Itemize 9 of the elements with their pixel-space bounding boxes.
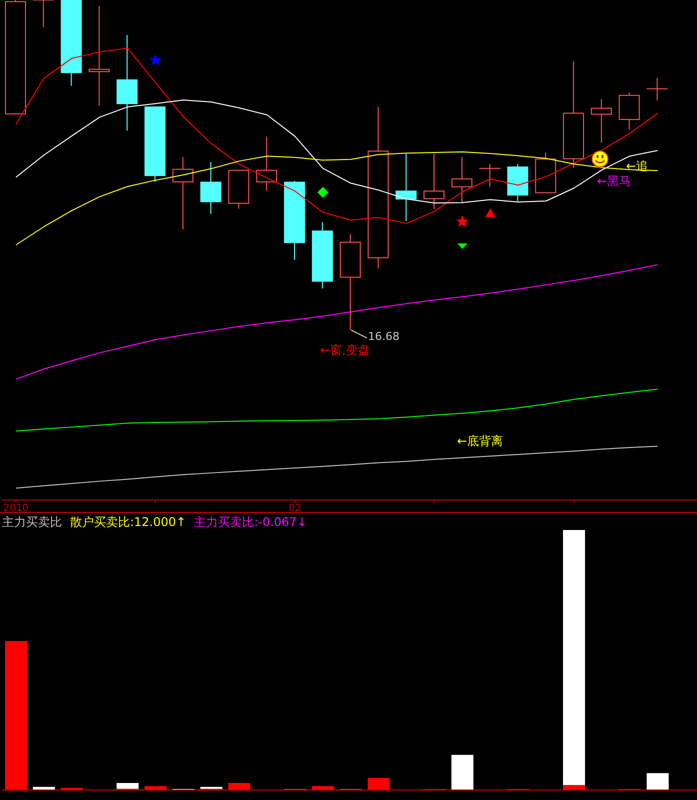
- annotation: 16.68: [368, 330, 400, 344]
- annotation: ←窗,变盘: [320, 343, 370, 357]
- annotation: ←底背离: [457, 434, 504, 448]
- annotation: ←黑马: [597, 174, 632, 188]
- x-tick-label: 2010: [3, 503, 29, 514]
- x-tick-label: 02: [288, 503, 302, 514]
- chart-title: 主力买卖比: [2, 515, 62, 529]
- text: 主力买卖比:-0.067↓: [194, 515, 307, 529]
- text: 散户买卖比:12.000↑: [70, 515, 186, 529]
